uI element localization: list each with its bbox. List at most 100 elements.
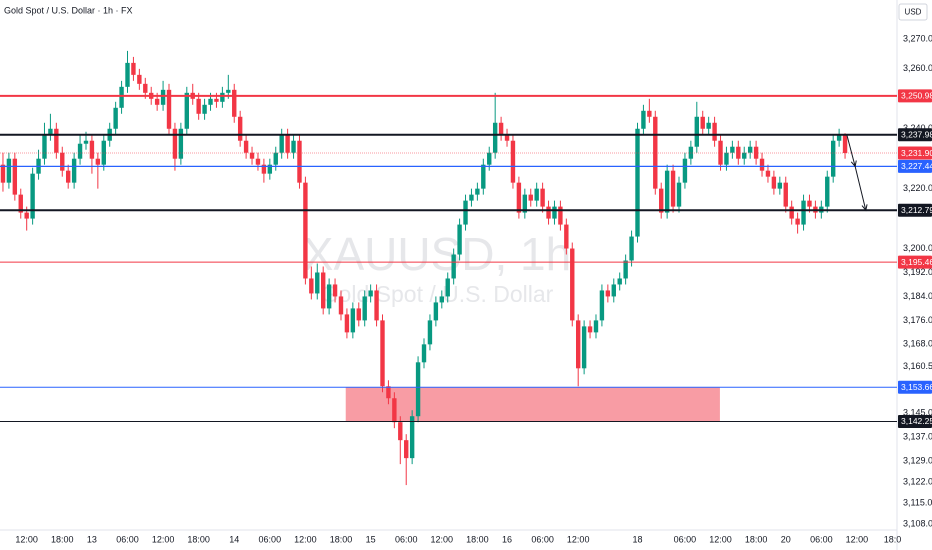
candle-body [83, 140, 89, 144]
y-tick-label: 3,160.50 [903, 361, 932, 371]
y-tick-label: 3,122.00 [903, 476, 932, 486]
candle-body [664, 170, 670, 213]
y-tick-label: 3,270.00 [903, 33, 932, 43]
candle-body [309, 278, 314, 294]
y-tick-label: 3,145.00 [903, 408, 932, 418]
candle-body [653, 116, 658, 189]
candle-body [433, 302, 439, 321]
candle-body [427, 320, 433, 345]
candle-body [356, 308, 361, 321]
candle-body [65, 170, 71, 183]
candle-body [119, 86, 124, 108]
y-tick-label: 3,176.00 [903, 315, 932, 325]
candle-body [48, 128, 53, 135]
candle-body [374, 290, 379, 321]
candle-body [742, 152, 747, 159]
candle-body [350, 308, 356, 333]
candle-body [77, 143, 83, 159]
candle-body [759, 158, 765, 171]
price-axis: 3,270.00 3,260.00 3,240.00 3,220.00 3,200.00… [898, 33, 932, 528]
x-tick-label: 12:00 [152, 534, 175, 544]
x-tick-label: 12:00 [15, 534, 38, 544]
candle-body [528, 194, 533, 201]
candle-body [795, 218, 800, 225]
candle-body [214, 98, 219, 102]
y-tick-label: 3,115.00 [903, 497, 932, 507]
candle-body [670, 170, 676, 207]
currency-box[interactable] [898, 3, 928, 21]
candle-body [303, 182, 308, 279]
candle-body [712, 122, 717, 141]
candle-body [392, 398, 397, 423]
candle-body [30, 173, 35, 219]
x-tick-label: 18:00 [187, 534, 210, 544]
x-tick-label: 12:00 [709, 534, 732, 544]
candle-body [546, 206, 551, 219]
x-tick-label: 06:00 [674, 534, 697, 544]
y-tick-label: 3,200.00 [903, 243, 932, 253]
candle-body [552, 206, 557, 219]
x-tick-label: 18:00 [466, 534, 489, 544]
candle-body [659, 188, 664, 213]
candle-body [404, 440, 409, 459]
arrow-head [850, 160, 857, 168]
price-label-bg [898, 414, 932, 428]
candle-body [137, 74, 142, 84]
x-tick-label: 18:00 [51, 534, 74, 544]
candle-body [463, 200, 468, 225]
candle-body [836, 134, 842, 141]
candle-body [261, 164, 267, 174]
candle-body [18, 194, 23, 213]
candle-body [682, 158, 688, 183]
y-tick-label: 3,240.00 [903, 123, 932, 133]
x-tick-label: 12:00 [567, 534, 590, 544]
candle-body [445, 278, 450, 297]
x-tick-label: 06:00 [531, 534, 554, 544]
x-tick-label: 18:00 [330, 534, 353, 544]
candle-body [42, 134, 47, 159]
candle-body [747, 146, 753, 153]
candle-body [160, 89, 166, 105]
candle-body [71, 158, 77, 183]
candle-body [629, 236, 634, 261]
candle-body [409, 416, 415, 459]
candle-body [807, 200, 812, 207]
candle-body [801, 200, 806, 225]
price-label: 3,142.25 [901, 416, 932, 426]
candle-body [510, 140, 516, 183]
arrow-head [861, 204, 868, 212]
candle-body [344, 314, 350, 333]
candle-body [842, 134, 848, 154]
candle-body [54, 128, 59, 153]
candle-body [706, 122, 711, 129]
price-label: 3,231.90 [901, 148, 932, 158]
candle-body [125, 62, 130, 87]
candle-body [765, 170, 771, 177]
candle-body [469, 194, 474, 201]
candle-body [220, 92, 225, 102]
candle-body [599, 290, 605, 321]
candle-body [439, 296, 444, 303]
candle-body [12, 158, 18, 195]
candle-body [730, 146, 735, 153]
candle-body [522, 194, 528, 213]
currency[interactable]: USD [905, 8, 922, 17]
candle-body [315, 272, 320, 294]
x-tick-label: 18:0 [884, 534, 902, 544]
candle-body [267, 164, 273, 174]
candle-body [534, 188, 539, 201]
candle-body [581, 326, 587, 369]
x-tick-label: 06:00 [116, 534, 139, 544]
candle-body [540, 188, 545, 207]
candle-body [178, 128, 184, 159]
candle-body [617, 278, 622, 285]
candle-body [202, 104, 207, 114]
price-label: 3,212.79 [901, 205, 932, 215]
candle-body [386, 386, 391, 399]
price-label: 3,153.66 [901, 382, 932, 392]
y-tick-label: 3,168.00 [903, 339, 932, 349]
price-label-bg [898, 159, 932, 173]
candle-body [481, 164, 486, 189]
candle-body [724, 152, 729, 165]
